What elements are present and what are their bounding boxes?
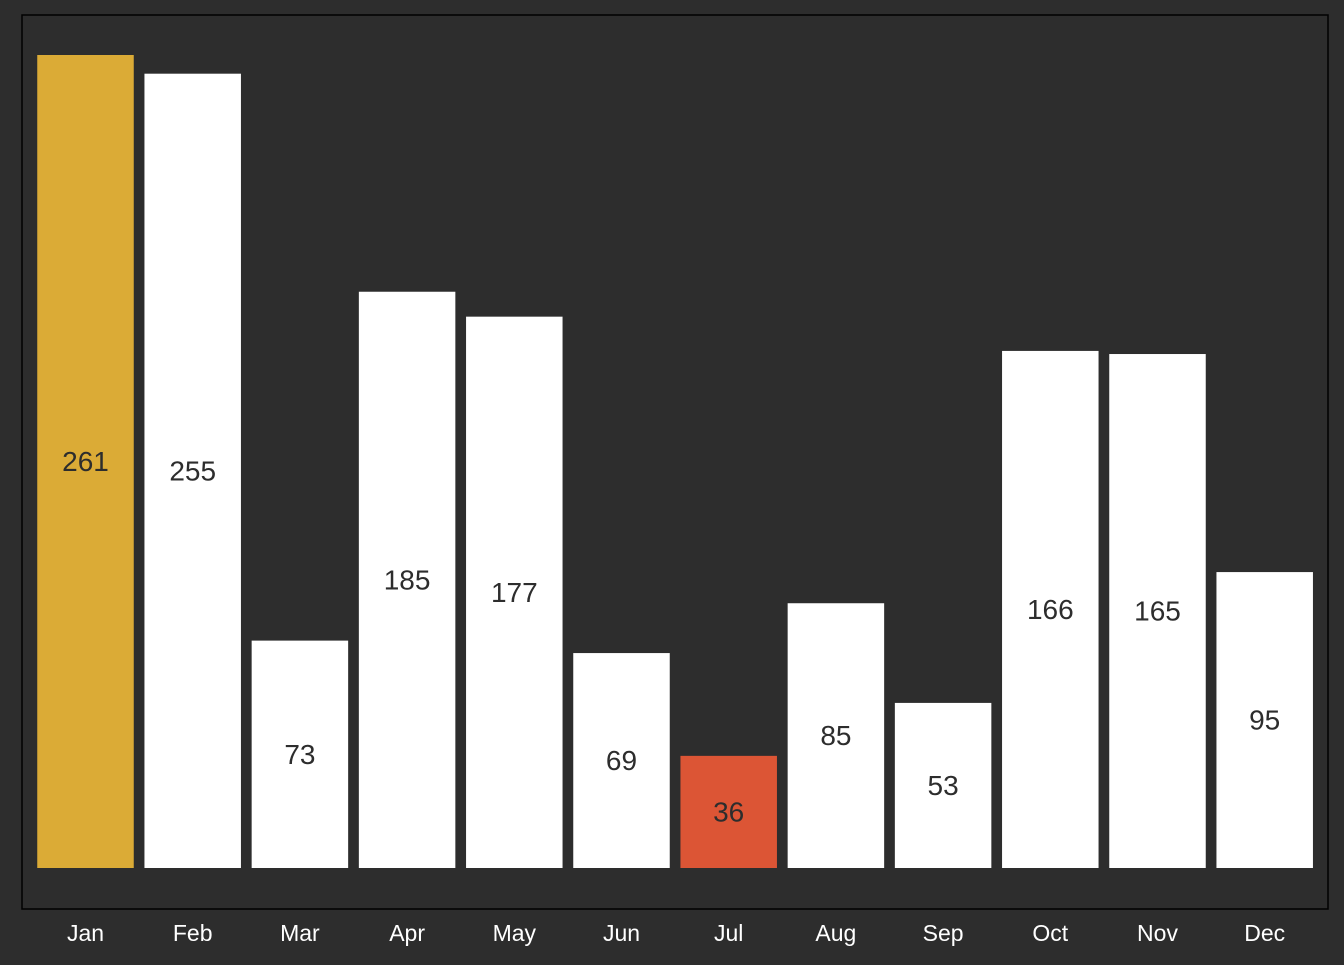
x-tick-label-apr: Apr: [389, 920, 425, 946]
x-tick-label-aug: Aug: [815, 920, 856, 946]
x-tick-label-may: May: [493, 920, 537, 946]
bar-sep: [894, 702, 992, 868]
bar-jul: [680, 755, 777, 868]
bar-value-label-may: 177: [491, 577, 538, 608]
bar-value-label-jan: 261: [62, 446, 109, 477]
x-axis-tick-labels: Jan Feb Mar Apr May Jun Jul Aug Sep Oct Nov Dec: [67, 920, 1285, 946]
bar-value-label-mar: 73: [284, 739, 315, 770]
data-labels-group: 261 255 73 185 177 69 36 85 53 166 165 95: [62, 446, 1280, 827]
x-tick-label-nov: Nov: [1137, 920, 1178, 946]
bar-value-label-apr: 185: [384, 564, 431, 595]
bars-group: [37, 55, 1313, 868]
x-tick-label-jan: Jan: [67, 920, 104, 946]
bar-value-label-jun: 69: [606, 745, 637, 776]
x-tick-label-feb: Feb: [173, 920, 213, 946]
bar-oct: [1002, 350, 1099, 868]
bar-jun: [573, 653, 670, 868]
bar-jan: [37, 55, 134, 868]
x-tick-label-jul: Jul: [714, 920, 743, 946]
bar-value-label-oct: 166: [1027, 594, 1074, 625]
bar-value-label-nov: 165: [1134, 596, 1181, 627]
bar-value-label-dec: 95: [1249, 705, 1280, 736]
bar-value-label-sep: 53: [928, 770, 959, 801]
bar-mar: [251, 640, 349, 868]
x-tick-label-mar: Mar: [280, 920, 320, 946]
x-tick-label-sep: Sep: [923, 920, 964, 946]
bar-value-label-jul: 36: [713, 796, 744, 827]
x-tick-label-oct: Oct: [1032, 920, 1068, 946]
bar-apr: [358, 291, 456, 868]
bar-aug: [787, 603, 885, 868]
plot-panel-border: [21, 14, 1329, 910]
x-tick-label-jun: Jun: [603, 920, 640, 946]
bar-value-label-feb: 255: [169, 455, 216, 486]
bar-feb: [144, 73, 241, 868]
x-tick-label-dec: Dec: [1244, 920, 1285, 946]
bar-may: [466, 316, 563, 868]
bar-nov: [1109, 354, 1206, 868]
bar-value-label-aug: 85: [820, 720, 851, 751]
bar-dec: [1216, 572, 1313, 868]
